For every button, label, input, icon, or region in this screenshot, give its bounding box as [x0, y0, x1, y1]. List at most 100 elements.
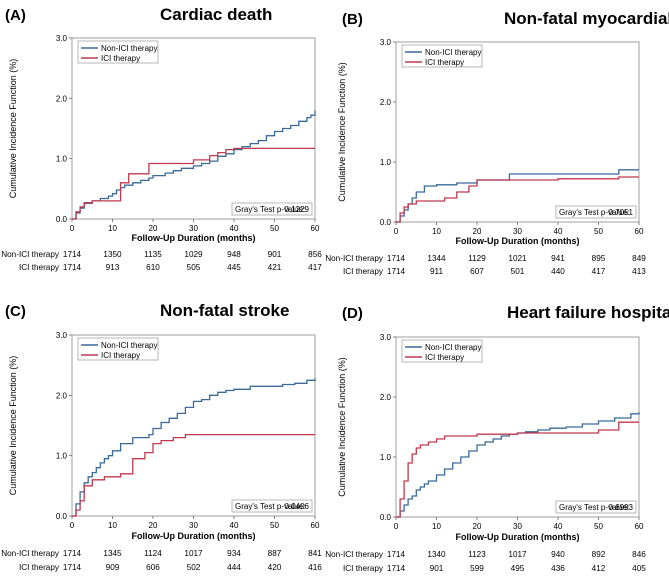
risk-count: 1135	[144, 250, 162, 259]
risk-count: 421	[268, 263, 282, 272]
risk-count: 1714	[387, 267, 406, 276]
risk-row-label: ICI therapy	[343, 267, 384, 276]
x-tick-label: 20	[149, 521, 158, 530]
y-axis-label: Cumulative Incidence Function (%)	[8, 59, 18, 199]
risk-count: 940	[551, 550, 565, 559]
pvalue-value: 0.6993	[609, 503, 634, 512]
x-tick-label: 20	[149, 224, 158, 233]
x-tick-label: 50	[594, 522, 603, 531]
x-axis-label: Follow-Up Duration (months)	[132, 233, 256, 243]
panel-title: Heart failure hospitalization	[507, 303, 669, 322]
x-tick-label: 60	[635, 522, 644, 531]
risk-row-label: ICI therapy	[343, 564, 384, 573]
y-tick-label: 1.0	[56, 452, 68, 461]
series-line-ici	[72, 433, 315, 517]
risk-count: 846	[632, 550, 646, 559]
legend-label: ICI therapy	[425, 58, 464, 67]
risk-count: 941	[551, 254, 565, 263]
y-axis-label: Cumulative Incidence Function (%)	[337, 62, 347, 202]
pvalue-label: Gray's Test p-value:	[235, 502, 305, 511]
y-tick-label: 3.0	[380, 38, 392, 47]
risk-row-label: Non-ICI therapy	[325, 254, 384, 263]
risk-count: 1017	[184, 549, 203, 558]
risk-count: 606	[146, 563, 160, 572]
risk-count: 1124	[144, 549, 162, 558]
risk-row-label: Non-ICI therapy	[1, 549, 60, 558]
x-tick-label: 20	[473, 522, 482, 531]
risk-count: 599	[470, 564, 484, 573]
pvalue-box	[231, 202, 313, 216]
series-line-ici	[72, 147, 315, 220]
y-tick-label: 1.0	[56, 155, 68, 164]
risk-row-label: Non-ICI therapy	[325, 550, 384, 559]
pvalue-label: Gray's Test p-value:	[559, 208, 629, 217]
risk-count: 405	[632, 564, 646, 573]
risk-count: 1123	[468, 550, 486, 559]
x-tick-label: 50	[270, 224, 279, 233]
x-axis-label: Follow-Up Duration (months)	[456, 236, 580, 246]
risk-count: 1345	[103, 549, 122, 558]
pvalue-label: Gray's Test p-value:	[235, 205, 305, 214]
y-axis-label: Cumulative Incidence Function (%)	[8, 356, 18, 496]
x-tick-label: 30	[513, 227, 522, 236]
x-tick-label: 30	[189, 224, 198, 233]
x-tick-label: 0	[70, 224, 75, 233]
x-tick-label: 60	[311, 521, 320, 530]
risk-count: 1021	[508, 254, 527, 263]
series-line-non-ici	[72, 110, 316, 220]
y-tick-label: 1.0	[380, 453, 392, 462]
risk-count: 1714	[387, 254, 406, 263]
pvalue-value: 0.7051	[609, 208, 634, 217]
risk-count: 416	[308, 563, 322, 572]
risk-count: 413	[632, 267, 646, 276]
risk-count: 909	[106, 563, 120, 572]
y-tick-label: 0.0	[380, 218, 392, 227]
risk-count: 948	[227, 250, 241, 259]
risk-count: 1129	[468, 254, 486, 263]
legend-label: ICI therapy	[101, 351, 140, 360]
x-tick-label: 60	[635, 227, 644, 236]
legend-label: Non-ICI therapy	[101, 341, 157, 350]
x-tick-label: 10	[432, 522, 441, 531]
y-axis-label: Cumulative Incidence Function (%)	[337, 357, 347, 497]
risk-count: 856	[308, 250, 322, 259]
risk-count: 901	[268, 250, 282, 259]
x-tick-label: 10	[432, 227, 441, 236]
pvalue-box	[555, 205, 637, 219]
y-tick-label: 2.0	[380, 98, 392, 107]
risk-count: 501	[511, 267, 525, 276]
risk-count: 505	[187, 263, 201, 272]
x-tick-label: 30	[513, 522, 522, 531]
pvalue-label: Gray's Test p-value:	[559, 503, 629, 512]
pvalue-value: 0.0406	[285, 502, 310, 511]
panel-title: Cardiac death	[160, 5, 272, 24]
panel-letter: (C)	[5, 303, 26, 320]
risk-count: 607	[470, 267, 484, 276]
risk-count: 444	[227, 563, 241, 572]
legend-label: ICI therapy	[101, 54, 140, 63]
x-tick-label: 50	[594, 227, 603, 236]
risk-count: 420	[268, 563, 282, 572]
risk-count: 412	[592, 564, 606, 573]
risk-count: 892	[592, 550, 606, 559]
y-tick-label: 1.0	[380, 158, 392, 167]
x-tick-label: 0	[70, 521, 75, 530]
legend-label: Non-ICI therapy	[425, 48, 481, 57]
panel-1: (A) Cardiac death 0.0 1.0 2.0 3.0 0 10 20 30 40 50 6…	[1, 5, 322, 272]
risk-count: 440	[551, 267, 565, 276]
x-tick-label: 20	[473, 227, 482, 236]
y-tick-label: 0.0	[56, 215, 68, 224]
risk-count: 445	[227, 263, 241, 272]
x-tick-label: 40	[230, 224, 239, 233]
x-axis-label: Follow-Up Duration (months)	[132, 531, 256, 541]
risk-count: 610	[146, 263, 160, 272]
x-tick-label: 40	[554, 227, 563, 236]
legend-label: Non-ICI therapy	[101, 44, 157, 53]
y-tick-label: 2.0	[56, 94, 68, 103]
risk-count: 1017	[508, 550, 527, 559]
y-tick-label: 2.0	[56, 391, 68, 400]
y-tick-label: 0.0	[380, 513, 392, 522]
panel-letter: (D)	[342, 305, 363, 322]
risk-count: 849	[632, 254, 646, 263]
